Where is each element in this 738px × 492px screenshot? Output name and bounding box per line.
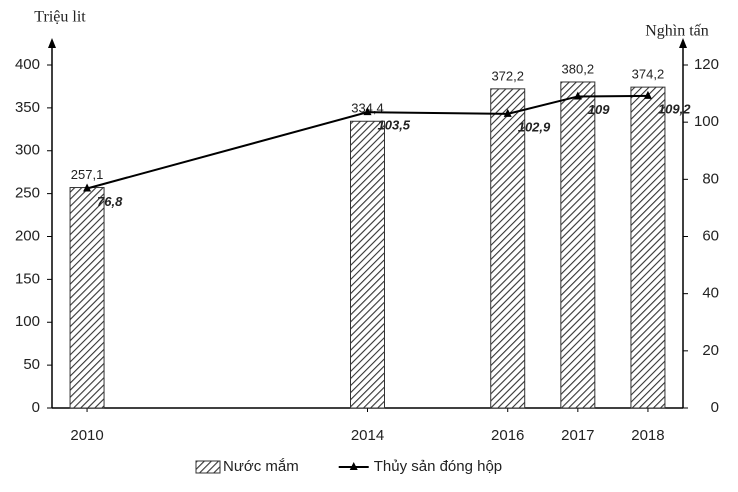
y-tick-label: 300: [15, 142, 40, 159]
bar: [69, 187, 105, 409]
legend-label: Thủy sản đóng hộp: [374, 458, 502, 475]
line-marker: [503, 108, 512, 117]
y-tick-label: 50: [23, 356, 40, 373]
bar: [560, 81, 596, 409]
bar: [490, 88, 526, 409]
bar-value-label: 374,2: [632, 67, 665, 82]
legend-label: Nước mắm: [223, 458, 299, 475]
bar-value-label: 372,2: [491, 68, 524, 83]
legend-swatch: [195, 460, 221, 474]
line-marker: [363, 107, 372, 116]
line-value-label: 102,9: [518, 119, 551, 134]
x-tick-label: 2014: [351, 427, 384, 444]
y-tick-label: 100: [15, 313, 40, 330]
y-tick-label: 250: [15, 185, 40, 202]
line-value-label: 109: [588, 102, 610, 117]
y2-tick-label: 80: [702, 170, 719, 187]
y2-tick-label: 120: [694, 56, 719, 73]
y2-axis-arrow: [679, 38, 687, 48]
bar: [350, 120, 385, 409]
y-tick-label: 0: [32, 399, 40, 416]
bar-value-label: 257,1: [71, 167, 104, 182]
line-value-label: 76,8: [97, 194, 123, 209]
y-axis-title: Triệu lit: [34, 9, 86, 26]
y-axis-arrow: [48, 38, 56, 48]
y2-tick-label: 60: [702, 227, 719, 244]
line-marker: [643, 90, 652, 99]
x-tick-label: 2010: [70, 427, 103, 444]
y-tick-label: 150: [15, 270, 40, 287]
y-tick-label: 200: [15, 227, 40, 244]
y2-tick-label: 100: [694, 113, 719, 130]
bar-value-label: 380,2: [562, 61, 595, 76]
line-value-label: 103,5: [378, 118, 411, 133]
legend-marker: [349, 462, 358, 470]
y2-axis-title: Nghìn tấn: [645, 23, 709, 40]
x-tick-label: 2016: [491, 427, 524, 444]
bar: [630, 86, 666, 409]
y-tick-label: 400: [15, 56, 40, 73]
line-value-label: 109,2: [658, 101, 691, 116]
x-tick-label: 2017: [561, 427, 594, 444]
y2-tick-label: 0: [711, 399, 719, 416]
y2-tick-label: 40: [702, 285, 719, 302]
line-marker: [573, 91, 582, 100]
line-marker: [83, 183, 92, 192]
x-tick-label: 2018: [631, 427, 664, 444]
y2-tick-label: 20: [702, 342, 719, 359]
y-tick-label: 350: [15, 99, 40, 116]
